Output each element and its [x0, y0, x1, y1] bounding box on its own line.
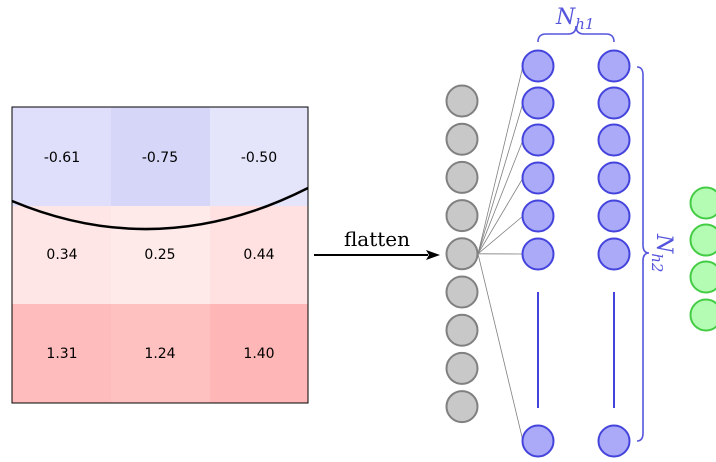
nh1-brace	[537, 25, 615, 43]
nh2-brace	[636, 66, 650, 442]
hidden-1-node	[521, 424, 555, 458]
output-node	[689, 186, 716, 220]
boundary-curve	[11, 186, 309, 231]
hidden-layer-2	[597, 49, 631, 458]
grid-value-1-2: 0.44	[243, 247, 274, 263]
hidden-1-node	[521, 199, 555, 233]
grid-cell-1-1	[111, 206, 210, 304]
connection-line	[477, 102, 524, 254]
hidden-2-node	[597, 123, 631, 157]
output-node	[689, 223, 716, 257]
grid-cell-0-1	[111, 107, 210, 206]
input-node	[445, 84, 479, 118]
connection-line	[477, 253, 524, 442]
grid-value-2-0: 1.31	[46, 346, 77, 362]
grid-value-1-0: 0.34	[46, 247, 77, 263]
hidden-1-node	[521, 123, 555, 157]
grid-value-2-1: 1.24	[144, 346, 175, 362]
hidden-2-node	[597, 237, 631, 271]
grid-cell-2-2	[210, 304, 308, 403]
grid-cell-0-2	[210, 107, 308, 206]
input-node	[445, 275, 479, 309]
grid-border	[11, 106, 309, 404]
input-node	[445, 390, 479, 424]
hidden-2-node	[597, 161, 631, 195]
grid-value-2-2: 1.40	[243, 346, 274, 362]
flatten-arrow: flatten	[314, 227, 440, 260]
flatten-label: flatten	[344, 227, 410, 251]
output-layer	[689, 186, 716, 332]
connections	[477, 65, 524, 442]
input-node	[445, 160, 479, 194]
hidden-1-node	[521, 237, 555, 271]
hidden-1-node	[521, 49, 555, 83]
input-grid: -0.61 -0.75 -0.50 0.34 0.25 0.44 1.31 1.…	[11, 106, 309, 404]
hidden-2-node	[597, 424, 631, 458]
output-node	[689, 298, 716, 332]
input-layer	[445, 84, 479, 424]
hidden-2-node	[597, 49, 631, 83]
connection-line	[477, 65, 524, 254]
grid-value-0-1: -0.75	[142, 150, 178, 166]
connection-line	[477, 177, 524, 255]
hidden-1-node	[521, 86, 555, 120]
grid-cell-2-0	[12, 304, 111, 403]
grid-cell-1-0	[12, 206, 111, 304]
hidden-layer-1	[521, 49, 555, 458]
input-node	[445, 313, 479, 347]
output-node	[689, 260, 716, 294]
input-node	[445, 237, 479, 271]
grid-cell-0-0	[12, 107, 111, 206]
hidden-2-node	[597, 86, 631, 120]
grid-value-1-1: 0.25	[144, 247, 175, 263]
grid-value-0-2: -0.50	[241, 150, 277, 166]
hidden-1-node	[521, 161, 555, 195]
hidden-2-node	[597, 199, 631, 233]
input-node	[445, 351, 479, 385]
input-node	[445, 199, 479, 233]
nh2-label: Nh2	[648, 233, 676, 272]
nh1-label: Nh1	[555, 5, 594, 33]
input-node	[445, 122, 479, 156]
connection-line	[477, 215, 524, 255]
grid-value-0-0: -0.61	[44, 150, 80, 166]
connection-line	[477, 139, 524, 254]
grid-cell-2-1	[111, 304, 210, 403]
grid-cell-1-2	[210, 206, 308, 304]
